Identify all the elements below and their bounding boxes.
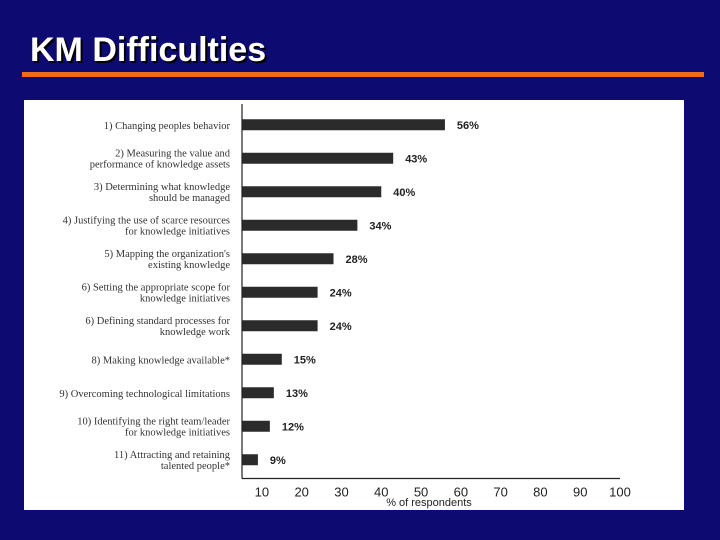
x-tick-label: 40 [374, 485, 388, 500]
bar [242, 387, 274, 399]
x-tick-label: 90 [573, 485, 587, 500]
chart-panel: 1) Changing peoples behavior 2) Measuring… [24, 100, 684, 510]
bar [242, 219, 358, 231]
bar [242, 119, 445, 131]
x-tick-label: 80 [533, 485, 547, 500]
category-label: 10) Identifying the right team/leader for… [77, 416, 230, 438]
x-tick-label: 100 [609, 485, 631, 500]
x-tick-label: 10 [255, 485, 269, 500]
value-label: 43% [405, 153, 427, 165]
bar [242, 420, 270, 432]
bar [242, 253, 334, 265]
x-tick-label: 20 [294, 485, 308, 500]
x-axis-title: % of respondents [386, 497, 472, 509]
category-label: 6) Setting the appropriate scope for know… [82, 282, 231, 304]
category-label: 8) Making knowledge available* [92, 355, 231, 366]
category-label: 9) Overcoming technological limitations [59, 389, 230, 400]
bar [242, 454, 258, 466]
value-label: 56% [457, 120, 479, 132]
bars [242, 119, 445, 466]
axes [241, 104, 620, 480]
category-label: 6) Defining standard processes for knowle… [85, 316, 230, 338]
x-tick-label: 30 [334, 485, 348, 500]
x-tick-label: 70 [493, 485, 507, 500]
category-label: 11) Attracting and retaining talented peo… [114, 450, 231, 472]
value-label: 40% [393, 187, 415, 199]
category-label: 1) Changing peoples behavior [104, 121, 231, 132]
category-label: 4) Justifying the use of scarce resource… [63, 215, 230, 237]
bar-chart: 1) Changing peoples behavior 2) Measuring… [59, 104, 631, 509]
value-label: 28% [346, 254, 368, 266]
value-label: 24% [330, 321, 352, 333]
bar [242, 286, 318, 298]
value-label: 9% [270, 455, 286, 467]
title-rule [22, 72, 704, 77]
value-label: 15% [294, 354, 316, 366]
slide-title: KM Difficulties [30, 31, 267, 69]
category-labels: 1) Changing peoples behavior 2) Measuring… [59, 121, 230, 472]
bar [242, 353, 282, 365]
tick-labels: 10 20 30 40 50 60 70 80 90 100 [255, 485, 631, 500]
category-label: 3) Determining what knowledge should be m… [94, 182, 231, 204]
x-tick-label: 50 [414, 485, 428, 500]
value-label: 24% [330, 287, 352, 299]
category-label: 5) Mapping the organization's existing kn… [104, 249, 230, 271]
value-label: 34% [369, 220, 391, 232]
bar [242, 186, 382, 198]
x-tick-label: 60 [454, 485, 468, 500]
category-label: 2) Measuring the value and performance of… [90, 148, 231, 170]
value-label: 12% [282, 421, 304, 433]
bar [242, 152, 394, 164]
bar [242, 320, 318, 332]
value-labels: 56% 43% 40% 34% 28% 24% 24% 15% 13% 12% 9% [270, 120, 479, 467]
value-label: 13% [286, 388, 308, 400]
